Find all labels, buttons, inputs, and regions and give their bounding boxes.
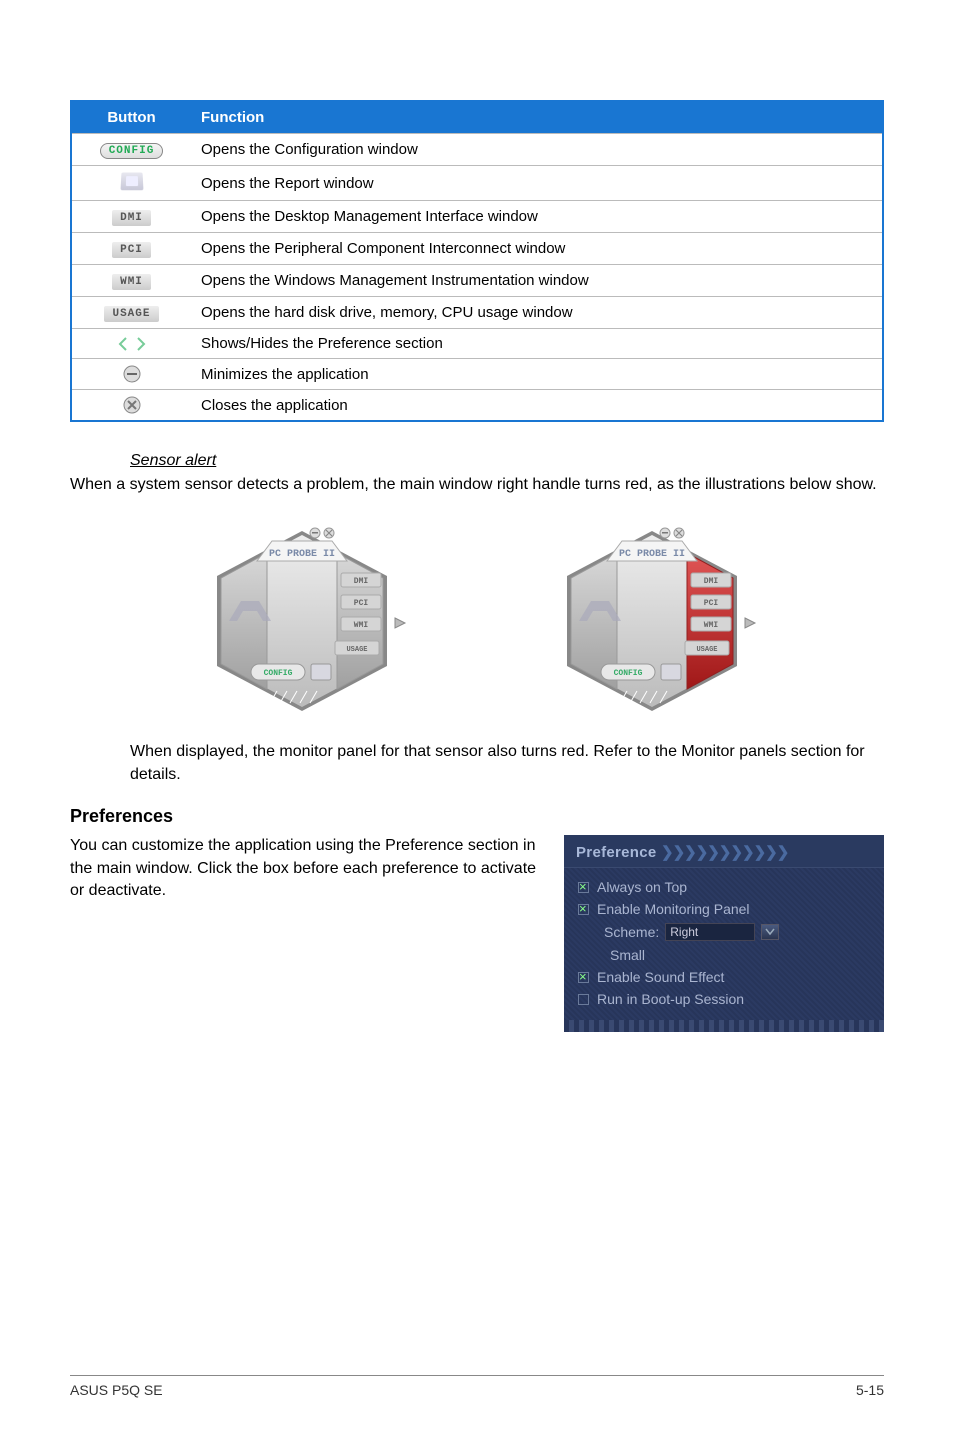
function-cell: Opens the Peripheral Component Interconn…	[191, 233, 883, 265]
scheme-label: Scheme:	[604, 924, 659, 940]
preference-bottom-strip	[564, 1020, 884, 1032]
pci-icon: PCI	[112, 242, 151, 258]
table-row: Minimizes the application	[71, 359, 883, 390]
pref-sound-effect[interactable]: Enable Sound Effect	[578, 966, 870, 988]
pref-boot-session[interactable]: Run in Boot-up Session	[578, 988, 870, 1010]
function-cell: Opens the Desktop Management Interface w…	[191, 201, 883, 233]
table-row: Opens the Report window	[71, 166, 883, 201]
show-hide-icon	[118, 335, 146, 352]
minimize-icon	[123, 365, 141, 382]
function-cell: Opens the Windows Management Instrumenta…	[191, 265, 883, 297]
pref-small[interactable]: Small	[578, 944, 870, 966]
button-function-table: Button Function CONFIG Opens the Configu…	[70, 100, 884, 422]
footer-left: ASUS P5Q SE	[70, 1382, 163, 1398]
svg-text:USAGE: USAGE	[346, 646, 367, 654]
svg-text:CONFIG: CONFIG	[264, 669, 293, 678]
pref-scheme-row: Scheme:	[578, 920, 870, 944]
svg-text:PCI: PCI	[704, 599, 719, 608]
checkbox-icon[interactable]	[578, 882, 589, 893]
preference-title: Preference	[576, 844, 657, 861]
hex-illustrations: PC PROBE II DMI PCI WMI USAGE CONFIG	[70, 521, 884, 721]
hex-alert: PC PROBE II DMI PCI WMI USAGE CONFIG	[537, 521, 767, 721]
svg-text:PCI: PCI	[354, 599, 369, 608]
function-cell: Opens the hard disk drive, memory, CPU u…	[191, 297, 883, 329]
dmi-icon: DMI	[112, 210, 151, 226]
svg-text:WMI: WMI	[704, 621, 719, 630]
function-cell: Opens the Configuration window	[191, 134, 883, 166]
function-cell: Closes the application	[191, 390, 883, 422]
preferences-heading: Preferences	[70, 806, 884, 827]
function-cell: Minimizes the application	[191, 359, 883, 390]
preferences-body: You can customize the application using …	[70, 835, 544, 902]
svg-text:DMI: DMI	[704, 577, 719, 586]
pref-enable-monitoring[interactable]: Enable Monitoring Panel	[578, 898, 870, 920]
preference-arrows: ❯❯❯❯❯❯❯❯❯❯❯	[661, 844, 788, 861]
sensor-alert-body: When a system sensor detects a problem, …	[70, 474, 884, 496]
col-button: Button	[71, 101, 191, 134]
page-footer: ASUS P5Q SE 5-15	[70, 1375, 884, 1398]
footer-right: 5-15	[856, 1382, 884, 1398]
close-icon	[123, 396, 141, 413]
pref-small-label: Small	[610, 947, 645, 963]
function-cell: Shows/Hides the Preference section	[191, 329, 883, 359]
hex-normal: PC PROBE II DMI PCI WMI USAGE CONFIG	[187, 521, 417, 721]
svg-text:PC PROBE II: PC PROBE II	[269, 549, 335, 560]
pref-always-on-top[interactable]: Always on Top	[578, 876, 870, 898]
pref-item-label: Enable Sound Effect	[597, 969, 724, 985]
table-row: PCI Opens the Peripheral Component Inter…	[71, 233, 883, 265]
preference-panel: Preference ❯❯❯❯❯❯❯❯❯❯❯ Always on Top Ena…	[564, 835, 884, 1032]
svg-text:USAGE: USAGE	[696, 646, 717, 654]
dropdown-icon[interactable]	[761, 924, 779, 940]
usage-icon: USAGE	[104, 306, 158, 322]
table-row: Closes the application	[71, 390, 883, 422]
table-row: Shows/Hides the Preference section	[71, 329, 883, 359]
report-icon	[120, 172, 143, 190]
sensor-alert-heading: Sensor alert	[130, 452, 884, 470]
svg-text:CONFIG: CONFIG	[614, 669, 643, 678]
checkbox-icon[interactable]	[578, 904, 589, 915]
checkbox-icon[interactable]	[578, 994, 589, 1005]
checkbox-icon[interactable]	[578, 972, 589, 983]
function-cell: Opens the Report window	[191, 166, 883, 201]
table-row: DMI Opens the Desktop Management Interfa…	[71, 201, 883, 233]
table-row: CONFIG Opens the Configuration window	[71, 134, 883, 166]
config-icon: CONFIG	[100, 143, 164, 159]
svg-text:WMI: WMI	[354, 621, 369, 630]
sensor-alert-footnote: When displayed, the monitor panel for th…	[130, 741, 884, 786]
col-function: Function	[191, 101, 883, 134]
wmi-icon: WMI	[112, 274, 151, 290]
pref-item-label: Enable Monitoring Panel	[597, 901, 750, 917]
scheme-select[interactable]	[665, 923, 755, 941]
table-row: WMI Opens the Windows Management Instrum…	[71, 265, 883, 297]
pref-item-label: Run in Boot-up Session	[597, 991, 744, 1007]
svg-text:DMI: DMI	[354, 577, 369, 586]
table-row: USAGE Opens the hard disk drive, memory,…	[71, 297, 883, 329]
pref-item-label: Always on Top	[597, 879, 687, 895]
svg-text:PC PROBE II: PC PROBE II	[619, 549, 685, 560]
preference-header: Preference ❯❯❯❯❯❯❯❯❯❯❯	[564, 835, 884, 868]
